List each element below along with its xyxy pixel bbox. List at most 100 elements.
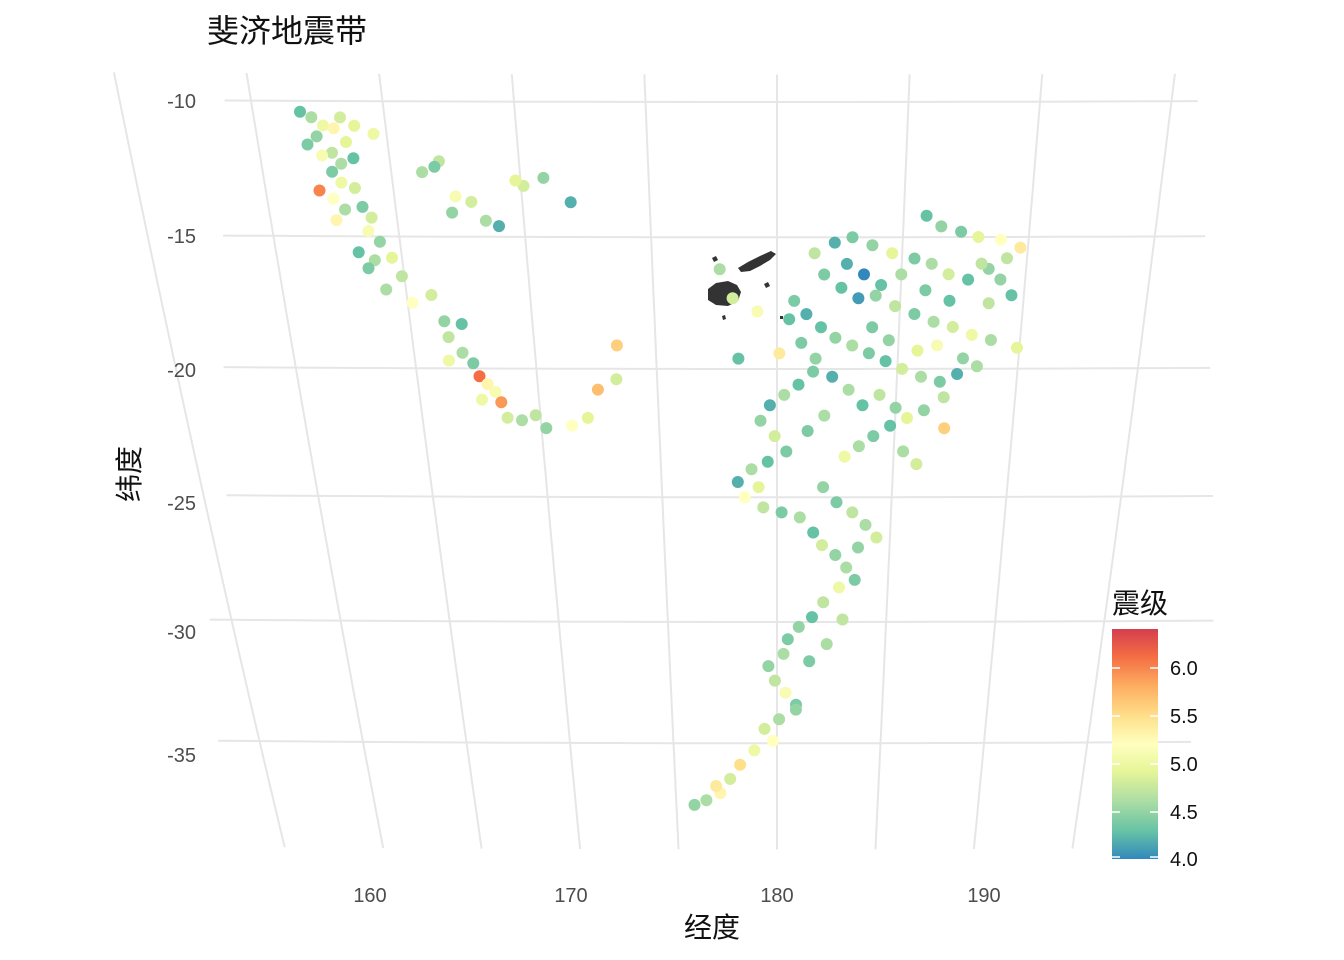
- vanua-levu-island: [738, 251, 776, 272]
- earthquake-point: [763, 399, 776, 412]
- earthquake-point: [829, 331, 842, 344]
- earthquake-point: [1005, 289, 1018, 302]
- earthquake-point: [294, 105, 306, 118]
- color-legend: 6.0 5.5 5.0 4.5 4.0: [1112, 629, 1198, 871]
- legend-tick-4.5: 4.5: [1170, 802, 1198, 824]
- meridian-line: [1071, 73, 1176, 849]
- earthquake-point: [862, 347, 875, 360]
- meridian-line: [510, 74, 582, 850]
- earthquake-point: [875, 279, 888, 291]
- earthquake-point: [373, 235, 386, 248]
- legend-tick-5.5: 5.5: [1170, 706, 1198, 728]
- earthquake-point: [897, 445, 910, 458]
- earthquake-point: [879, 355, 892, 368]
- earthquake-point: [726, 292, 739, 305]
- earthquake-point: [777, 647, 790, 660]
- earthquake-point: [838, 450, 851, 463]
- legend-tick-6.0: 6.0: [1170, 658, 1198, 680]
- y-tick-minus10: -10: [167, 91, 196, 113]
- earthquake-point: [908, 252, 921, 265]
- meridian-line: [972, 74, 1044, 850]
- earthquake-point: [762, 660, 775, 673]
- parallel-line: [218, 739, 1192, 745]
- earthquake-point: [842, 383, 855, 396]
- earthquake-point: [610, 373, 623, 386]
- meridian-line: [378, 73, 483, 849]
- earthquake-point: [889, 300, 902, 313]
- earthquake-point: [866, 321, 879, 334]
- earthquake-point: [406, 296, 419, 309]
- earthquake-point: [933, 375, 946, 388]
- earthquake-point: [732, 352, 745, 365]
- earthquake-point: [917, 404, 930, 417]
- earthquake-point: [339, 203, 352, 216]
- earthquake-point: [738, 491, 751, 504]
- earthquake-point: [367, 127, 380, 140]
- earthquake-point: [820, 638, 833, 651]
- earthquake-point: [792, 620, 805, 633]
- earthquake-point: [792, 378, 805, 391]
- earthquake-point: [803, 655, 816, 668]
- earthquake-point: [982, 297, 995, 310]
- earthquake-point: [688, 798, 701, 811]
- earthquake-point: [713, 263, 726, 276]
- earthquake-point: [807, 526, 820, 539]
- earthquake-point: [327, 192, 340, 205]
- earthquake-point: [818, 409, 831, 422]
- y-tick-minus25: -25: [167, 493, 196, 515]
- meridian-line: [874, 74, 911, 850]
- earthquake-point: [529, 409, 542, 422]
- earthquake-point: [817, 481, 830, 494]
- earthquake-point: [975, 257, 988, 270]
- meridian-line: [643, 74, 680, 850]
- parallel-line: [222, 234, 1206, 239]
- earthquake-point: [884, 419, 897, 432]
- earthquake-point: [817, 596, 830, 609]
- earthquake-point: [465, 195, 478, 208]
- earthquake-point: [425, 289, 438, 301]
- earthquake-point: [830, 496, 843, 509]
- earthquake-point: [858, 268, 870, 281]
- graticule-grid: [112, 72, 1214, 850]
- earthquake-point: [335, 157, 348, 170]
- x-tick-180: 180: [760, 885, 793, 907]
- earthquake-point: [386, 251, 398, 264]
- earthquake-point: [348, 119, 361, 132]
- x-tick-160: 160: [353, 885, 386, 907]
- earthquake-point: [856, 399, 869, 412]
- earthquake-point: [473, 370, 486, 383]
- earthquake-point: [801, 425, 814, 437]
- earthquake-point: [352, 246, 365, 259]
- earthquake-point: [438, 315, 451, 328]
- earthquake-point: [984, 334, 997, 346]
- x-tick-190: 190: [967, 885, 1000, 907]
- earthquake-point: [927, 315, 940, 328]
- y-tick-minus20: -20: [167, 360, 196, 382]
- y-axis-label: 纬度: [113, 445, 147, 503]
- earthquake-point: [731, 476, 744, 488]
- earthquake-point: [700, 794, 713, 807]
- earthquake-point: [965, 328, 978, 341]
- earthquake-point: [942, 268, 955, 281]
- earthquake-point: [761, 455, 774, 468]
- earthquake-point: [768, 430, 781, 443]
- earthquake-point: [816, 539, 828, 552]
- earthquake-point: [919, 284, 932, 297]
- earthquake-point: [925, 257, 938, 270]
- earthquake-point: [840, 561, 853, 574]
- earthquake-point: [748, 744, 761, 757]
- earthquake-point: [327, 122, 340, 135]
- earthquake-point: [889, 401, 902, 414]
- earthquake-point: [509, 174, 522, 187]
- earthquake-point: [362, 262, 375, 275]
- earthquake-point: [775, 506, 788, 519]
- parallel-line: [209, 618, 1214, 623]
- earthquake-point: [566, 419, 578, 432]
- small-island: [712, 256, 718, 262]
- earthquake-point: [1014, 241, 1027, 254]
- earthquake-point: [310, 130, 323, 143]
- earthquake-point: [873, 388, 886, 401]
- earthquake-point: [757, 501, 770, 514]
- earthquake-point: [972, 231, 985, 243]
- earthquake-point: [581, 411, 594, 424]
